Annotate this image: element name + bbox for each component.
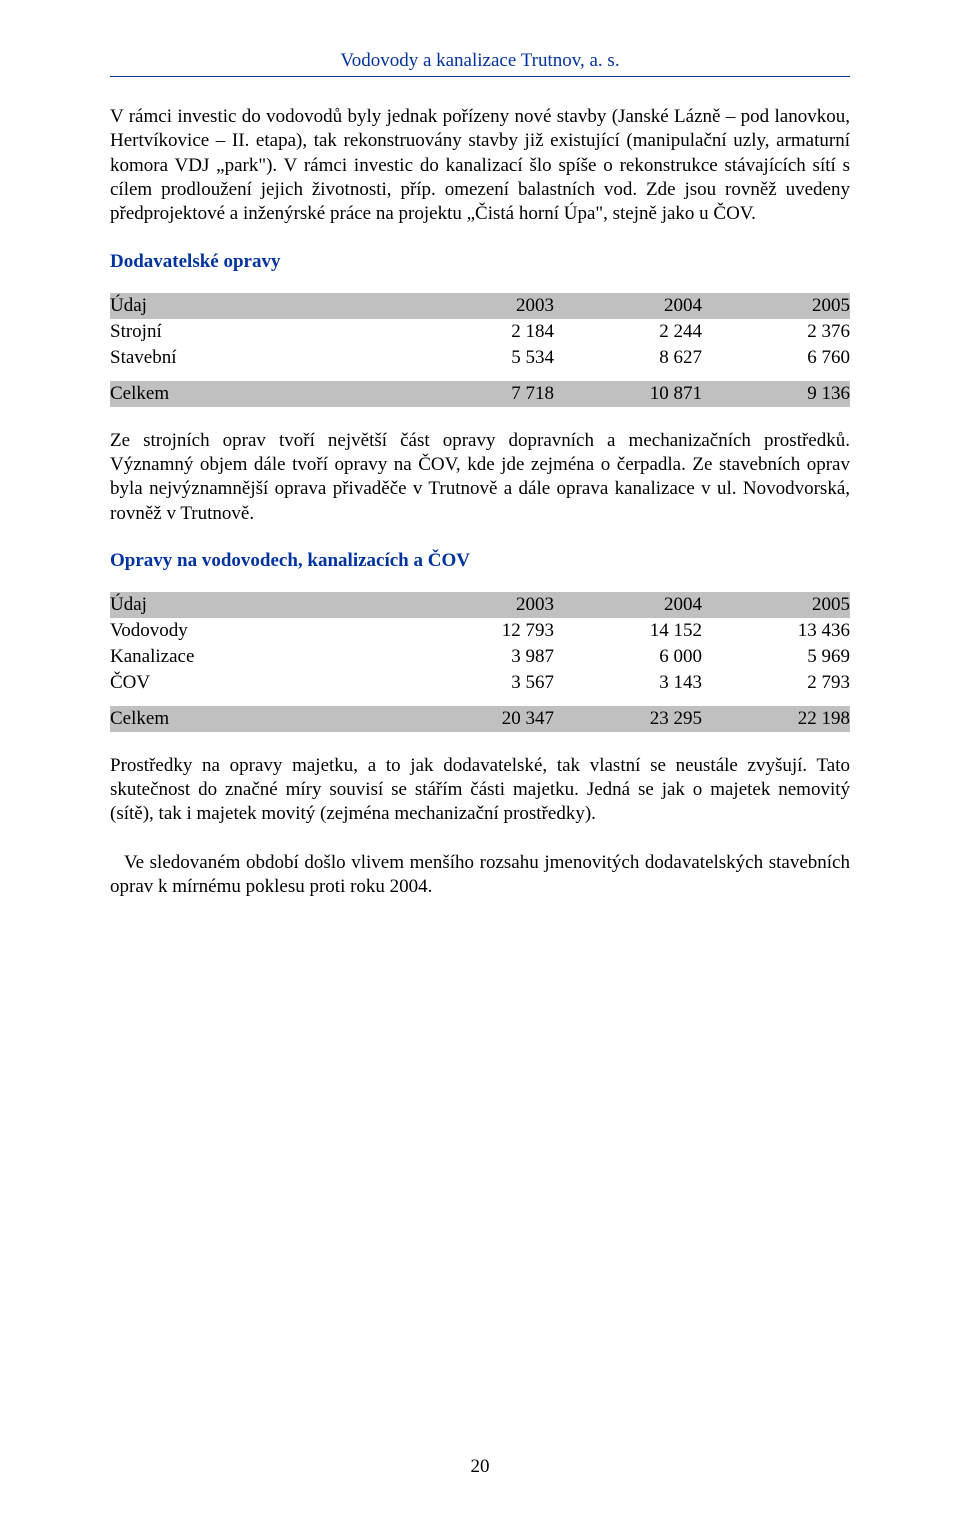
total-label: Celkem — [110, 381, 406, 407]
col-header-2004: 2004 — [554, 293, 702, 319]
col-header-2004: 2004 — [554, 592, 702, 618]
paragraph-2: Ze strojních oprav tvoří největší část o… — [110, 429, 850, 526]
page-header: Vodovody a kanalizace Trutnov, a. s. — [110, 50, 850, 72]
cell-value: 13 436 — [702, 618, 850, 644]
col-header-udaj: Údaj — [110, 293, 406, 319]
table-opravy-vodovody: Údaj 2003 2004 2005 Vodovody 12 793 14 1… — [110, 592, 850, 732]
cell-value: 2 184 — [406, 319, 554, 345]
table-total-row: Celkem 20 347 23 295 22 198 — [110, 706, 850, 732]
table-row: Strojní 2 184 2 244 2 376 — [110, 319, 850, 345]
cell-value: 5 534 — [406, 345, 554, 371]
table-header-row: Údaj 2003 2004 2005 — [110, 293, 850, 319]
cell-value: 5 969 — [702, 644, 850, 670]
table-row: ČOV 3 567 3 143 2 793 — [110, 670, 850, 696]
total-value: 20 347 — [406, 706, 554, 732]
table-spacer-row — [110, 371, 850, 381]
col-header-2005: 2005 — [702, 293, 850, 319]
table-dodavatelske-opravy: Údaj 2003 2004 2005 Strojní 2 184 2 244 … — [110, 293, 850, 407]
total-value: 23 295 — [554, 706, 702, 732]
total-label: Celkem — [110, 706, 406, 732]
cell-value: 2 376 — [702, 319, 850, 345]
total-value: 22 198 — [702, 706, 850, 732]
total-value: 9 136 — [702, 381, 850, 407]
cell-value: 2 244 — [554, 319, 702, 345]
page-number: 20 — [0, 1456, 960, 1478]
cell-value: 6 000 — [554, 644, 702, 670]
cell-value: 3 567 — [406, 670, 554, 696]
col-header-2003: 2003 — [406, 592, 554, 618]
col-header-2003: 2003 — [406, 293, 554, 319]
section-title-opravy: Opravy na vodovodech, kanalizacích a ČOV — [110, 550, 850, 572]
cell-value: 8 627 — [554, 345, 702, 371]
table-header-row: Údaj 2003 2004 2005 — [110, 592, 850, 618]
cell-value: 2 793 — [702, 670, 850, 696]
cell-value: 14 152 — [554, 618, 702, 644]
table-row: Vodovody 12 793 14 152 13 436 — [110, 618, 850, 644]
row-label: ČOV — [110, 670, 406, 696]
cell-value: 3 143 — [554, 670, 702, 696]
cell-value: 6 760 — [702, 345, 850, 371]
row-label: Vodovody — [110, 618, 406, 644]
col-header-udaj: Údaj — [110, 592, 406, 618]
paragraph-1: V rámci investic do vodovodů byly jednak… — [110, 105, 850, 227]
total-value: 10 871 — [554, 381, 702, 407]
table-spacer-row — [110, 696, 850, 706]
total-value: 7 718 — [406, 381, 554, 407]
header-underline — [110, 76, 850, 77]
paragraph-3: Prostředky na opravy majetku, a to jak d… — [110, 754, 850, 827]
paragraph-4: Ve sledovaném období došlo vlivem menšíh… — [110, 851, 850, 900]
table-row: Stavební 5 534 8 627 6 760 — [110, 345, 850, 371]
section-title-dodavatelske: Dodavatelské opravy — [110, 251, 850, 273]
row-label: Stavební — [110, 345, 406, 371]
table-total-row: Celkem 7 718 10 871 9 136 — [110, 381, 850, 407]
row-label: Strojní — [110, 319, 406, 345]
cell-value: 3 987 — [406, 644, 554, 670]
row-label: Kanalizace — [110, 644, 406, 670]
cell-value: 12 793 — [406, 618, 554, 644]
col-header-2005: 2005 — [702, 592, 850, 618]
table-row: Kanalizace 3 987 6 000 5 969 — [110, 644, 850, 670]
